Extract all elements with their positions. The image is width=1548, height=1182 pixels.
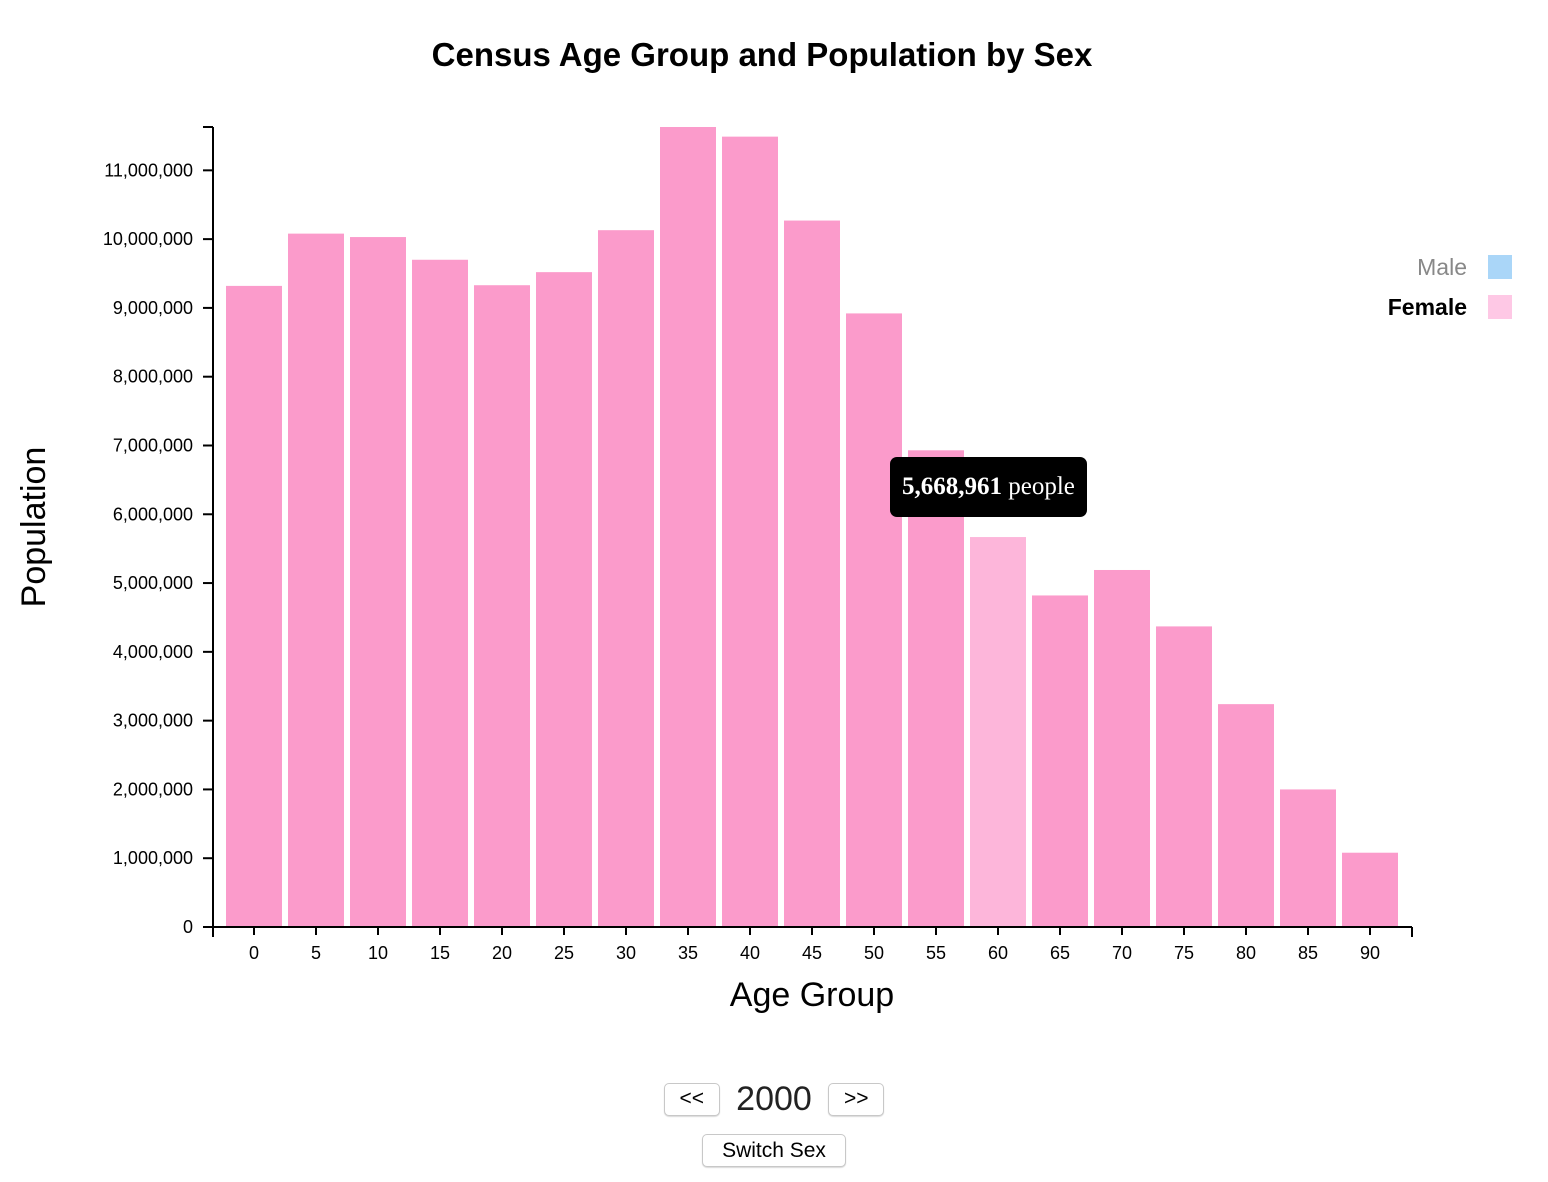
y-axis-title: Population — [15, 447, 53, 608]
y-tick-label: 9,000,000 — [113, 298, 193, 318]
bar-50[interactable] — [846, 313, 902, 928]
x-tick-label: 20 — [492, 943, 512, 963]
bar-30[interactable] — [598, 230, 654, 928]
bar-85[interactable] — [1280, 789, 1336, 927]
x-tick-label: 15 — [430, 943, 450, 963]
bar-55[interactable] — [908, 450, 964, 927]
x-tick-label: 55 — [926, 943, 946, 963]
bar-tooltip: 5,668,961 people — [890, 457, 1087, 517]
bar-20[interactable] — [474, 285, 530, 927]
y-tick-label: 10,000,000 — [103, 229, 193, 249]
x-axis-title: Age Group — [730, 976, 894, 1014]
y-tick-label: 5,000,000 — [113, 573, 193, 593]
tooltip-value: 5,668,961 — [902, 473, 1002, 500]
x-tick-label: 90 — [1360, 943, 1380, 963]
x-tick-label: 50 — [864, 943, 884, 963]
y-tick-label: 7,000,000 — [113, 435, 193, 455]
y-tick-label: 11,000,000 — [104, 160, 193, 180]
bar-15[interactable] — [412, 259, 468, 927]
x-axis: 0 5 10 15 20 25 30 35 40 45 50 55 60 65 70 75 80 85 90 — [212, 926, 1413, 963]
legend-item-female[interactable]: Female — [1388, 294, 1512, 320]
bar-40[interactable] — [722, 136, 778, 928]
switch-sex-button[interactable]: Switch Sex — [702, 1134, 846, 1167]
y-tick-label: 2,000,000 — [113, 779, 193, 799]
legend-swatch — [1488, 255, 1512, 279]
x-tick-label: 80 — [1236, 943, 1256, 963]
chart-title: Census Age Group and Population by Sex — [432, 36, 1093, 73]
x-tick-label: 10 — [368, 943, 388, 963]
x-tick-label: 75 — [1174, 943, 1194, 963]
legend-swatch — [1488, 295, 1512, 319]
bar-45[interactable] — [784, 220, 840, 928]
bar-75[interactable] — [1156, 626, 1212, 927]
legend-label: Male — [1417, 254, 1467, 280]
year-label: 2000 — [736, 1080, 812, 1118]
x-tick-label: 35 — [678, 943, 698, 963]
y-tick-label: 1,000,000 — [113, 848, 193, 868]
legend: Male Female — [1388, 254, 1512, 320]
bar-80[interactable] — [1218, 704, 1274, 927]
bars — [226, 127, 1398, 928]
legend-label: Female — [1388, 294, 1467, 320]
x-tick-label: 85 — [1298, 943, 1318, 963]
x-tick-label: 70 — [1112, 943, 1132, 963]
y-tick-label: 3,000,000 — [113, 711, 193, 731]
y-axis: 0 1,000,000 2,000,000 3,000,000 4,000,000 5,0… — [103, 126, 214, 937]
previous-year-button[interactable]: << — [663, 1082, 720, 1116]
y-tick-label: 4,000,000 — [113, 642, 193, 662]
x-tick-label: 5 — [311, 943, 321, 963]
bar-60[interactable] — [970, 537, 1026, 927]
x-tick-label: 40 — [740, 943, 760, 963]
x-tick-label: 45 — [802, 943, 822, 963]
bar-35[interactable] — [660, 127, 716, 927]
bar-65[interactable] — [1032, 595, 1088, 927]
sex-controls: Switch Sex — [0, 1134, 1548, 1167]
bar-25[interactable] — [536, 272, 592, 928]
y-tick-label: 6,000,000 — [113, 504, 193, 524]
bar-90[interactable] — [1342, 852, 1398, 927]
x-tick-label: 25 — [554, 943, 574, 963]
x-tick-label: 0 — [249, 943, 259, 963]
bar-0[interactable] — [226, 285, 282, 927]
bar-5[interactable] — [288, 233, 344, 928]
next-year-button[interactable]: >> — [828, 1082, 885, 1116]
x-tick-label: 30 — [616, 943, 636, 963]
year-controls: << 2000 >> — [0, 1079, 1548, 1119]
x-tick-label: 60 — [988, 943, 1008, 963]
x-tick-label: 65 — [1050, 943, 1070, 963]
y-tick-label: 0 — [183, 917, 193, 937]
tooltip-suffix: people — [1008, 473, 1075, 500]
bar-10[interactable] — [350, 237, 406, 928]
bar-70[interactable] — [1094, 569, 1150, 927]
legend-item-male[interactable]: Male — [1417, 254, 1512, 280]
y-tick-label: 8,000,000 — [113, 367, 193, 387]
